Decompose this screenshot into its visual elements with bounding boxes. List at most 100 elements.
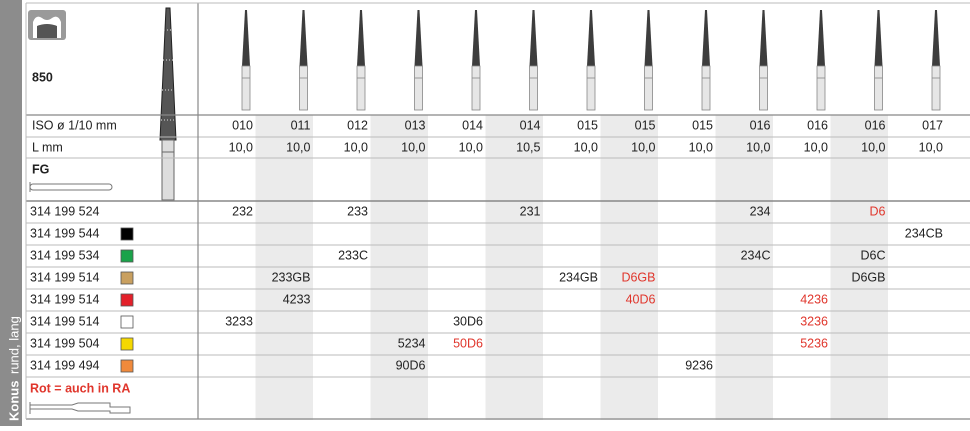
cell-value: 233GB (272, 270, 311, 284)
product-label: 850 (32, 70, 53, 84)
bur-shank (644, 65, 653, 111)
iso-value: 010 (232, 118, 253, 132)
color-swatch (120, 337, 134, 351)
cell-value: 5234 (398, 336, 426, 350)
bur-image (414, 10, 423, 66)
iso-value: 017 (922, 118, 943, 132)
cell-value: 40D6 (626, 292, 656, 306)
color-swatch (120, 315, 134, 329)
iso-value: 016 (807, 118, 828, 132)
bur-image (587, 10, 595, 66)
iso-label: ISO ø 1/10 mm (32, 118, 117, 132)
color-swatch (120, 271, 134, 285)
bur-image (242, 10, 250, 66)
iso-value: 016 (750, 118, 771, 132)
bur-image (299, 10, 308, 66)
tooth-icon (28, 10, 66, 40)
cell-value: 234C (741, 248, 771, 262)
color-swatch (120, 227, 134, 241)
cell-value: 90D6 (396, 358, 426, 372)
bur-image (529, 10, 538, 66)
cell-value: 233C (338, 248, 368, 262)
length-value: 10,0 (574, 140, 598, 154)
bur-image (644, 10, 653, 66)
bur-image (874, 10, 883, 66)
cell-value: D6C (860, 248, 885, 262)
iso-value: 012 (347, 118, 368, 132)
color-swatch (120, 293, 134, 307)
length-value: 10,0 (804, 140, 828, 154)
iso-value: 016 (865, 118, 886, 132)
cell-value: 234 (750, 204, 771, 218)
order-code: 314 199 514 (30, 292, 100, 306)
bur-image (759, 10, 768, 66)
length-value: 10,0 (689, 140, 713, 154)
bur-image (357, 10, 365, 66)
bur-image (472, 10, 480, 66)
iso-value: 014 (520, 118, 541, 132)
bur-shank (701, 65, 711, 111)
cell-value: 3236 (800, 314, 828, 328)
order-code: 314 199 504 (30, 336, 100, 350)
bur-image (702, 10, 710, 66)
side-label-bold: Konus (6, 381, 21, 421)
side-label: rund, lang (6, 316, 21, 374)
length-value: 10,0 (919, 140, 943, 154)
iso-value: 015 (635, 118, 656, 132)
length-label: L mm (32, 140, 63, 154)
cell-value: D6GB (621, 270, 655, 284)
order-code: 314 199 544 (30, 226, 100, 240)
bur-shank (529, 65, 538, 111)
cell-value: 50D6 (453, 336, 483, 350)
length-value: 10,0 (229, 140, 253, 154)
length-value: 10,5 (516, 140, 540, 154)
cell-value: 9236 (685, 358, 713, 372)
bur-shank (356, 65, 366, 111)
cell-value: 234GB (559, 270, 598, 284)
order-code: 314 199 524 (30, 204, 100, 218)
shank-label: FG (32, 162, 49, 176)
length-value: 10,0 (286, 140, 310, 154)
color-swatch (120, 249, 134, 263)
side-bar (0, 0, 22, 426)
bur-shank (299, 65, 308, 111)
bur-shank (759, 65, 768, 111)
length-value: 10,0 (459, 140, 483, 154)
cell-value: 234CB (905, 226, 943, 240)
order-code: 314 199 534 (30, 248, 100, 262)
cell-value: D6 (870, 204, 886, 218)
cell-value: 4233 (283, 292, 311, 306)
length-value: 10,0 (401, 140, 425, 154)
note: Rot = auch in RA (30, 381, 130, 395)
order-code: 314 199 514 (30, 314, 100, 328)
bur-shank (874, 65, 883, 111)
iso-value: 013 (405, 118, 426, 132)
cell-value: 232 (232, 204, 253, 218)
bur-illustration (159, 7, 177, 201)
bur-shank (414, 65, 423, 111)
bur-shank (471, 65, 481, 111)
bur-image (817, 10, 825, 66)
iso-value: 014 (462, 118, 483, 132)
iso-value: 011 (291, 118, 311, 132)
cell-value: 231 (520, 204, 541, 218)
bur-image (932, 10, 940, 66)
bur-shank (816, 65, 826, 111)
cell-value: 233 (347, 204, 368, 218)
length-value: 10,0 (631, 140, 655, 154)
order-code: 314 199 494 (30, 358, 100, 372)
cell-value: 5236 (800, 336, 828, 350)
color-swatch (120, 359, 134, 373)
grid (25, 2, 970, 420)
bur-shank (241, 65, 251, 111)
length-value: 10,0 (344, 140, 368, 154)
length-value: 10,0 (746, 140, 770, 154)
iso-value: 015 (692, 118, 713, 132)
order-code: 314 199 514 (30, 270, 100, 284)
length-value: 10,0 (861, 140, 885, 154)
bur-shank (586, 65, 596, 111)
fg-shank (29, 182, 113, 192)
cell-value: D6GB (851, 270, 885, 284)
bur-shank (931, 65, 941, 111)
